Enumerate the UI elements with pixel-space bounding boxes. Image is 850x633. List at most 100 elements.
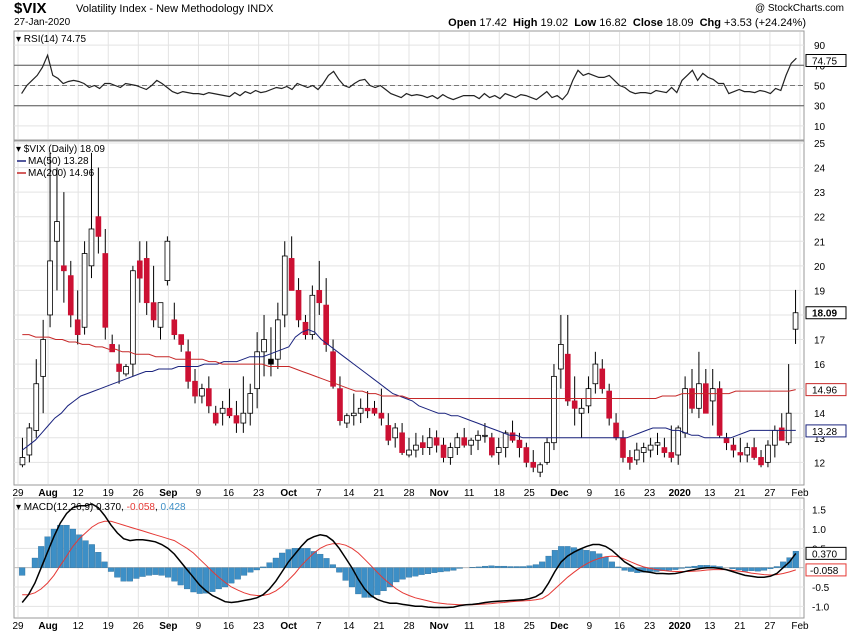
date-tick-label: 27	[764, 488, 776, 499]
candle-body	[254, 351, 260, 390]
macd-date-tick-label: 13	[704, 621, 716, 632]
candle-body	[689, 388, 695, 409]
close-value: 18.09	[665, 17, 694, 29]
candle-body	[206, 388, 212, 407]
macd-hist-bar	[678, 567, 685, 569]
candle-body	[551, 375, 557, 444]
candle-body	[792, 312, 799, 330]
macd-hist-bar	[380, 567, 387, 592]
macd-hist-bar	[355, 567, 362, 595]
macd-hist-bar	[754, 567, 761, 572]
candle-body	[647, 444, 654, 451]
macd-hist-bar	[488, 565, 495, 568]
candle-body	[633, 449, 640, 461]
candle-body	[268, 358, 274, 365]
chart-date: 27-Jan-2020	[14, 17, 71, 28]
macd-hist-bar	[145, 567, 153, 576]
date-tick-label: Aug	[38, 488, 57, 499]
rsi-line	[21, 53, 797, 101]
macd-tick-label: -1.0	[812, 602, 830, 613]
macd-hist-bar	[247, 567, 254, 573]
close-label: Close	[632, 17, 663, 29]
candle-body	[275, 319, 281, 360]
candle-body	[157, 302, 164, 328]
date-tick-label: 16	[223, 488, 235, 499]
candle-body	[178, 334, 185, 345]
candle-body	[482, 434, 488, 437]
date-tick-label: 11	[464, 488, 475, 499]
date-tick-label: 19	[103, 488, 115, 499]
macd-hist-bar	[418, 567, 425, 575]
macd-hist-bar	[82, 540, 89, 568]
candle-body	[212, 412, 219, 424]
macd-hist-bar	[203, 567, 210, 594]
macd-hist-bar	[437, 567, 444, 573]
candle-body	[426, 437, 433, 449]
candle-body	[33, 383, 40, 431]
date-tick-label: Feb	[791, 488, 809, 499]
macd-hist-bar	[361, 567, 368, 598]
candle-body	[447, 447, 454, 458]
macd-hist-bar	[646, 567, 653, 572]
macd-hist-bar	[431, 567, 438, 573]
macd-hist-bar	[615, 566, 622, 568]
candle-body	[350, 412, 357, 417]
macd-hist-bar	[139, 567, 146, 577]
candle-body	[136, 260, 143, 279]
rsi-tick-label: 90	[814, 41, 826, 52]
date-tick-label: 12	[73, 488, 85, 499]
macd-date-tick-label: 11	[464, 621, 475, 632]
macd-hist-bar	[19, 567, 26, 576]
macd-hist-bar	[76, 534, 83, 568]
macd-hist-bar	[342, 567, 349, 581]
candle-body	[523, 447, 530, 463]
candle-body	[785, 412, 792, 444]
candle-body	[302, 321, 309, 336]
candle-body	[419, 442, 426, 449]
macd-hist-bar	[545, 555, 552, 568]
candle-body	[772, 430, 778, 446]
macd-hist-bar	[767, 567, 774, 569]
macd-date-tick-label: 21	[373, 621, 385, 632]
candle-body	[309, 294, 316, 336]
macd-hist-bar	[551, 550, 558, 568]
price-tick-label: 13	[814, 434, 826, 445]
macd-date-tick-label: 16	[223, 621, 235, 632]
macd-hist-bar	[627, 567, 634, 572]
signal-value-tag-text: -0.058	[810, 566, 839, 577]
macd-hist-bar	[697, 565, 704, 568]
macd-hist-bar	[260, 566, 267, 568]
candle-body	[344, 415, 350, 424]
macd-hist-bar	[114, 567, 121, 578]
macd-hist-bar	[608, 561, 615, 568]
macd-hist-bar	[222, 567, 229, 588]
candle-body	[751, 447, 757, 458]
rsi-value-tag	[805, 54, 847, 68]
candle-body	[399, 432, 405, 453]
candle-body	[668, 452, 675, 458]
macd-hist-bar	[31, 557, 38, 568]
macd-hist-bar	[520, 566, 527, 568]
macd-date-tick-label: 29	[12, 621, 24, 632]
macd-hist-bar	[475, 566, 482, 568]
macd-hist-bar	[209, 567, 216, 592]
ma200-legend: MA(200) 14.96	[28, 168, 95, 179]
macd-hist-bar	[63, 524, 70, 568]
date-tick-label: 13	[704, 488, 716, 499]
candle-body	[640, 447, 647, 453]
candle-body	[54, 221, 60, 242]
candle-body	[385, 425, 392, 441]
candle-body	[95, 216, 102, 237]
candle-body	[682, 388, 688, 434]
date-tick-label: Oct	[280, 488, 297, 499]
candle-body	[696, 383, 702, 409]
candle-body	[261, 339, 267, 353]
macd-hist-bar	[184, 567, 191, 590]
candle-body	[709, 388, 716, 402]
macd-hist-bar	[665, 567, 673, 571]
candle-body	[502, 432, 509, 449]
macd-signal-line	[22, 520, 796, 606]
candle-body	[357, 407, 364, 414]
candle-body	[74, 319, 81, 336]
macd-hist-bar	[526, 565, 533, 568]
